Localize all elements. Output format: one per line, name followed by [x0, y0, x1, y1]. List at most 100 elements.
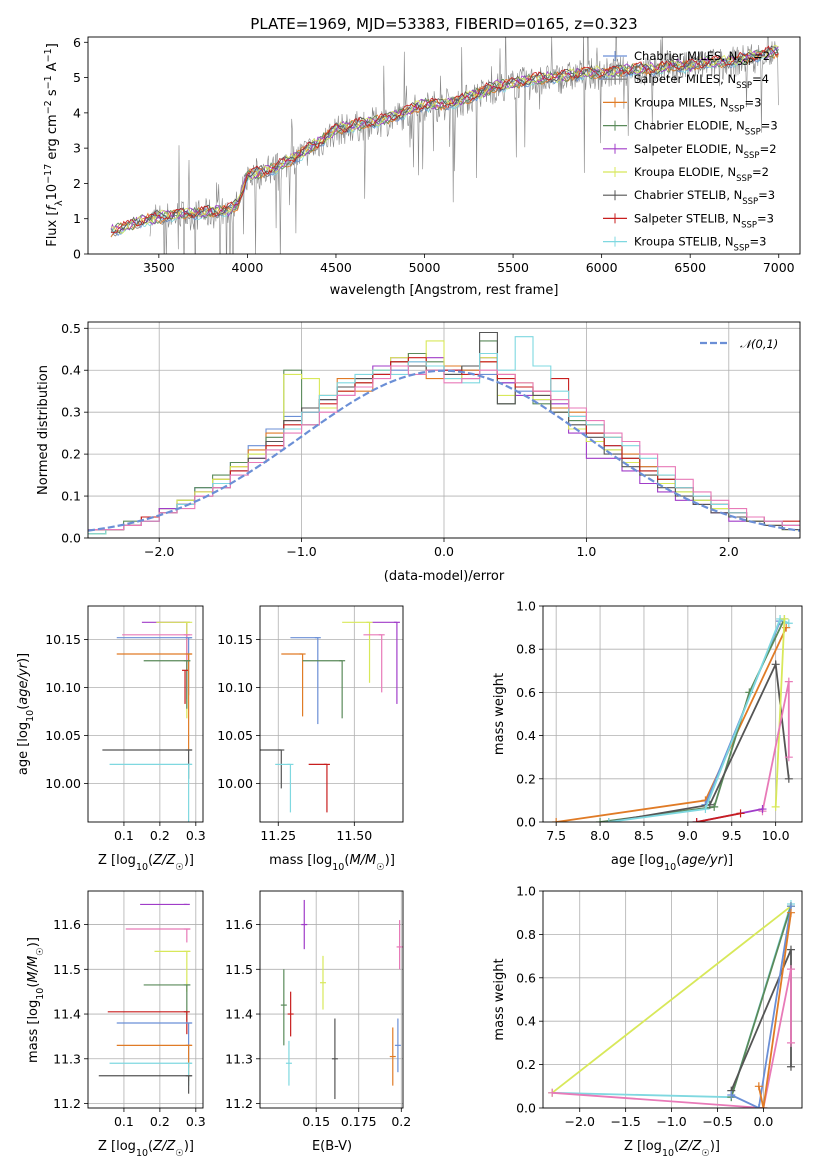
plus-marker	[604, 818, 613, 822]
y-tick-label: 4	[73, 105, 81, 120]
error-bar-point	[116, 653, 193, 750]
error-bar-point	[182, 669, 189, 704]
y-tick-label: 1.0	[516, 599, 536, 614]
x-axis-label: Z [log10(Z/Z☉)]	[98, 853, 194, 873]
error-bar-point	[342, 621, 373, 683]
plot-area	[98, 903, 193, 1094]
y-tick-label: 0.0	[516, 815, 536, 830]
histogram-series	[88, 365, 800, 531]
plus-marker	[692, 818, 701, 822]
legend-label: Chabrier MILES, NSSP=2	[634, 49, 770, 68]
y-tick-label: 1.0	[516, 884, 536, 899]
error-bar-point	[116, 637, 193, 696]
plus-marker	[771, 660, 780, 669]
legend-entry: Chabrier STELIB, NSSP=3	[603, 188, 775, 207]
axes-frame	[542, 605, 803, 823]
y-tick-label: 11.3	[225, 1051, 253, 1066]
x-tick-label: −1.0	[656, 1114, 686, 1129]
mass-weight-line	[608, 661, 790, 822]
x-tick-label: 9.0	[678, 828, 698, 843]
error-bar-point	[122, 634, 193, 693]
error-bar-point	[143, 660, 191, 709]
error-bar-point	[109, 763, 193, 822]
plus-marker	[754, 1082, 763, 1091]
x-tick-label: 10.0	[762, 828, 790, 843]
y-tick-label: 11.5	[225, 962, 253, 977]
mass-weight-line	[730, 906, 792, 1108]
x-tick-label: 2.0	[719, 544, 739, 559]
y-tick-label: 0.0	[61, 531, 81, 546]
x-tick-label: 0.0	[434, 544, 454, 559]
error-bar-point	[275, 763, 294, 813]
axes-frame	[87, 36, 801, 255]
x-tick-label: 7.5	[546, 828, 566, 843]
error-bar-point	[125, 928, 191, 943]
plus-marker	[786, 965, 795, 974]
legend-entry: Kroupa ELODIE, NSSP=2	[603, 165, 769, 184]
plus-marker	[727, 1090, 736, 1099]
legend-label: Kroupa ELODIE, NSSP=2	[634, 165, 769, 184]
x-tick-label: 1.0	[576, 544, 596, 559]
error-bar-point	[285, 1040, 292, 1086]
x-tick-label: 0.0	[753, 1114, 773, 1129]
x-tick-label: 8.5	[634, 828, 654, 843]
y-tick-label: 10.05	[217, 728, 253, 743]
y-tick-label: 10.05	[45, 728, 81, 743]
y-tick-label: 0.4	[516, 728, 536, 743]
plus-marker	[701, 805, 710, 814]
plot-area	[552, 614, 793, 822]
y-tick-label: 10.00	[45, 776, 81, 791]
y-tick-label: 11.4	[53, 1007, 81, 1022]
error-bar-point	[143, 984, 191, 1021]
y-tick-label: 0.4	[516, 1014, 536, 1029]
plus-marker	[784, 774, 793, 783]
y-tick-label: 3	[73, 141, 81, 156]
x-tick-label: −1.0	[286, 544, 316, 559]
x-tick-label: 4500	[320, 260, 352, 275]
y-tick-label: 11.6	[225, 917, 253, 932]
x-tick-label: 0.2	[150, 1114, 170, 1129]
mass-weight-line	[696, 812, 741, 822]
model-spectrum	[110, 45, 779, 234]
x-tick-label: −2.0	[565, 1114, 595, 1129]
error-bar-point	[260, 749, 285, 789]
y-tick-label: 5	[73, 70, 81, 85]
y-tick-label: 6	[73, 35, 81, 50]
model-spectrum	[110, 45, 779, 234]
x-axis-label: Z [log10(Z/Z☉)]	[98, 1139, 194, 1159]
error-bar-point	[396, 920, 403, 970]
x-tick-label: 11.25	[260, 828, 296, 843]
legend-label: Kroupa STELIB, NSSP=3	[634, 235, 766, 254]
subplot-8: −2.0 −1.5 −1.0 −0.5 0.0 0.0 0.2 0.4 0.6 0.8 1.0	[516, 884, 803, 1129]
legend-label: Salpeter STELIB, NSSP=3	[634, 211, 774, 230]
axes-frame	[87, 321, 801, 539]
plot-area	[280, 899, 403, 1100]
y-tick-label: 0.3	[61, 405, 81, 420]
y-tick-label: 10.10	[45, 680, 81, 695]
plus-marker	[759, 1104, 768, 1108]
x-axis-label: age [log10(age/yr)]	[611, 853, 733, 873]
chart-title: PLATE=1969, MJD=53383, FIBERID=0165, z=0…	[250, 15, 637, 33]
y-axis-label: mass [log10(M/M☉)]	[26, 937, 46, 1063]
y-tick-label: 11.2	[225, 1096, 253, 1111]
plot-area	[260, 621, 400, 813]
x-tick-label: 0.2	[150, 828, 170, 843]
mass-weight-line	[556, 627, 788, 822]
axes-frame	[87, 605, 204, 823]
x-tick-label: 0.3	[186, 1114, 206, 1129]
x-tick-label: 0.1	[114, 828, 134, 843]
error-bar-point	[287, 991, 294, 1037]
x-tick-label: 5500	[497, 260, 529, 275]
x-tick-label: 7000	[763, 260, 795, 275]
y-tick-label: 11.5	[53, 962, 81, 977]
y-tick-label: 0.4	[61, 363, 81, 378]
y-tick-label: 11.2	[53, 1096, 81, 1111]
x-tick-label: 0.175	[341, 1114, 377, 1129]
mass-weight-line	[551, 905, 792, 1094]
x-tick-label: 5000	[409, 260, 441, 275]
legend-entry: Salpeter ELODIE, NSSP=2	[603, 142, 777, 161]
error-bar-point	[302, 660, 346, 719]
error-bar-point	[290, 637, 321, 725]
error-bar-point	[372, 621, 400, 704]
